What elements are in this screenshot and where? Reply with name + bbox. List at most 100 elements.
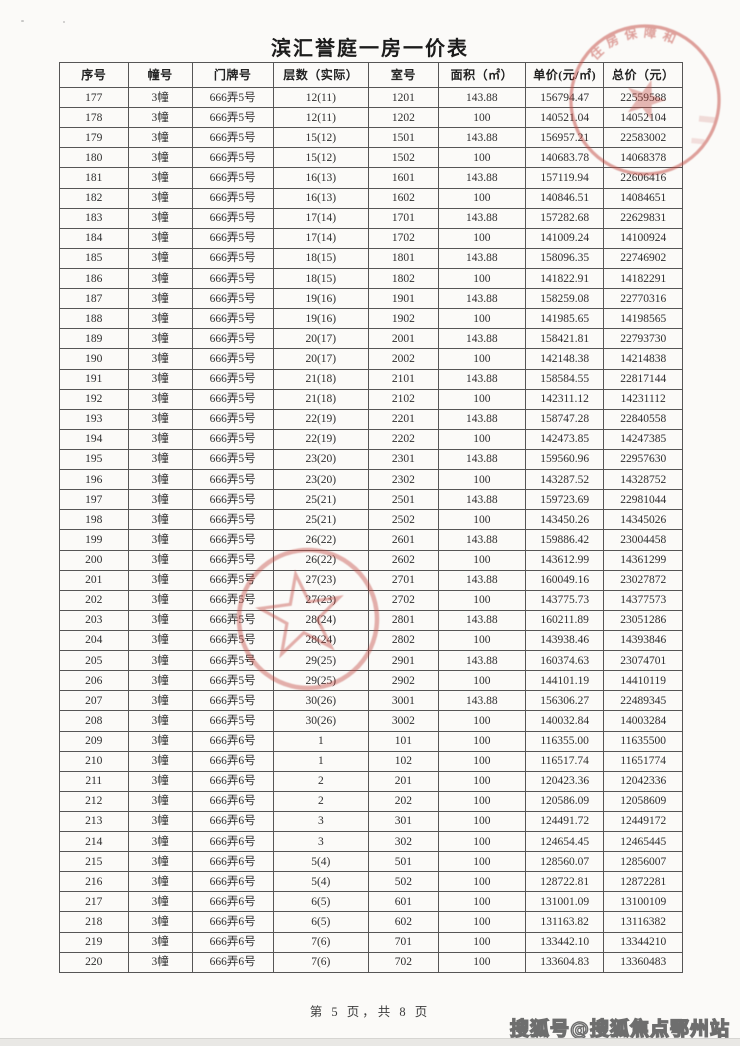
table-cell: 21(18) [272,368,369,390]
table-cell: 2602 [367,549,439,571]
table-cell: 20(17) [272,328,369,350]
table-cell: 100 [437,589,526,611]
table-row: 181 3幢 666弄5号 16(13) 1601 143.88 157119.94 2260… [59,167,683,189]
header-cell: 总价（元） [603,62,683,88]
table-cell: 100 [437,730,526,752]
table-cell: 29(25) [272,650,369,672]
table-cell: 22629831 [603,207,683,229]
header-cell: 单价(元/㎡) [524,62,605,88]
table-cell: 3幢 [127,670,193,692]
header-cell: 序号 [59,62,129,88]
table-cell: 102 [367,750,439,772]
table-cell: 14100924 [603,227,683,249]
table-cell: 3幢 [127,127,193,149]
table-cell: 1701 [367,207,439,229]
table-cell: 666弄5号 [191,328,274,350]
table-cell: 196 [59,469,129,491]
table-row: 189 3幢 666弄5号 20(17) 2001 143.88 158421.81 2279… [59,328,683,350]
table-cell: 3幢 [127,871,193,893]
table-row: 218 3幢 666弄6号 6(5) 602 100 131163.82 13116382 [59,911,683,933]
table-row: 182 3幢 666弄5号 16(13) 1602 100 140846.51 1408465… [59,187,683,209]
table-cell: 143.88 [437,489,526,511]
table-cell: 158584.55 [524,368,605,390]
table-row: 179 3幢 666弄5号 15(12) 1501 143.88 156957.21 2258… [59,127,683,149]
table-row: 219 3幢 666弄6号 7(6) 701 100 133442.10 13344210 [59,931,683,953]
table-cell: 2002 [367,348,439,370]
table-cell: 143.88 [437,529,526,551]
table-cell: 1501 [367,127,439,149]
table-cell: 666弄6号 [191,730,274,752]
table-cell: 100 [437,810,526,833]
table-cell: 116355.00 [524,730,605,752]
table-cell: 3幢 [127,891,193,913]
table-cell: 100 [437,911,526,933]
table-cell: 143.88 [437,86,526,109]
table-cell: 100 [437,428,526,450]
table-cell: 701 [367,931,439,953]
table-cell: 100 [437,931,526,953]
header-cell: 幢号 [127,62,193,88]
table-cell: 157119.94 [524,167,605,189]
table-cell: 201 [367,770,439,792]
table-cell: 215 [59,851,129,873]
table-cell: 3幢 [127,750,193,772]
table-cell: 12058609 [603,790,683,812]
table-cell: 3幢 [127,308,193,330]
table-cell: 100 [437,348,526,370]
table-cell: 100 [437,670,526,692]
header-cell: 门牌号 [191,62,274,88]
table-cell: 16(13) [272,167,369,189]
table-cell: 3幢 [127,247,193,269]
table-cell: 191 [59,368,129,390]
table-cell: 187 [59,288,129,310]
table-cell: 3幢 [127,911,193,933]
table-cell: 666弄5号 [191,147,274,169]
table-cell: 143287.52 [524,469,605,491]
table-cell: 20(17) [272,348,369,370]
table-cell: 3幢 [127,810,193,833]
table-cell: 100 [437,750,526,772]
table-cell: 19(16) [272,308,369,330]
table-cell: 156794.47 [524,86,605,109]
table-cell: 666弄5号 [191,167,274,189]
table-cell: 1 [272,750,369,772]
table-cell: 666弄5号 [191,529,274,551]
table-cell: 666弄6号 [191,790,274,812]
table-cell: 14345026 [603,509,683,531]
table-cell: 214 [59,831,129,853]
table-cell: 22770316 [603,288,683,310]
table-cell: 143.88 [437,328,526,350]
table-cell: 158421.81 [524,328,605,350]
table-cell: 186 [59,267,129,290]
table-cell: 2801 [367,609,439,631]
table-cell: 100 [437,147,526,169]
table-cell: 3幢 [127,267,193,290]
table-cell: 666弄5号 [191,348,274,370]
table-cell: 120586.09 [524,790,605,812]
table-row: 178 3幢 666弄5号 12(11) 1202 100 140521.04 1405210… [59,107,683,129]
table-cell: 128722.81 [524,871,605,893]
table-cell: 666弄5号 [191,408,274,430]
table-cell: 1901 [367,288,439,310]
table-cell: 301 [367,810,439,833]
table-cell: 666弄5号 [191,650,274,672]
page-number-footer: 第 5 页，共 8 页 [309,1005,431,1019]
table-cell: 2102 [367,388,439,410]
table-row: 200 3幢 666弄5号 26(22) 2602 100 143612.99 1436129… [59,549,683,571]
table-cell: 666弄6号 [191,891,274,913]
table-cell: 3幢 [127,931,193,953]
table-cell: 131001.09 [524,891,605,913]
table-cell: 14084651 [603,187,683,209]
table-cell: 100 [437,710,526,732]
table-cell: 2901 [367,650,439,672]
table-cell: 11635500 [603,730,683,752]
table-cell: 666弄6号 [191,810,274,833]
table-cell: 12449172 [603,810,683,833]
table-cell: 190 [59,348,129,370]
table-cell: 30(26) [272,710,369,732]
table-row: 211 3幢 666弄6号 2 201 100 120423.36 12042336 [59,770,683,792]
table-cell: 1801 [367,247,439,269]
table-cell: 2601 [367,529,439,551]
table-cell: 1 [272,730,369,752]
table-cell: 140683.78 [524,147,605,169]
